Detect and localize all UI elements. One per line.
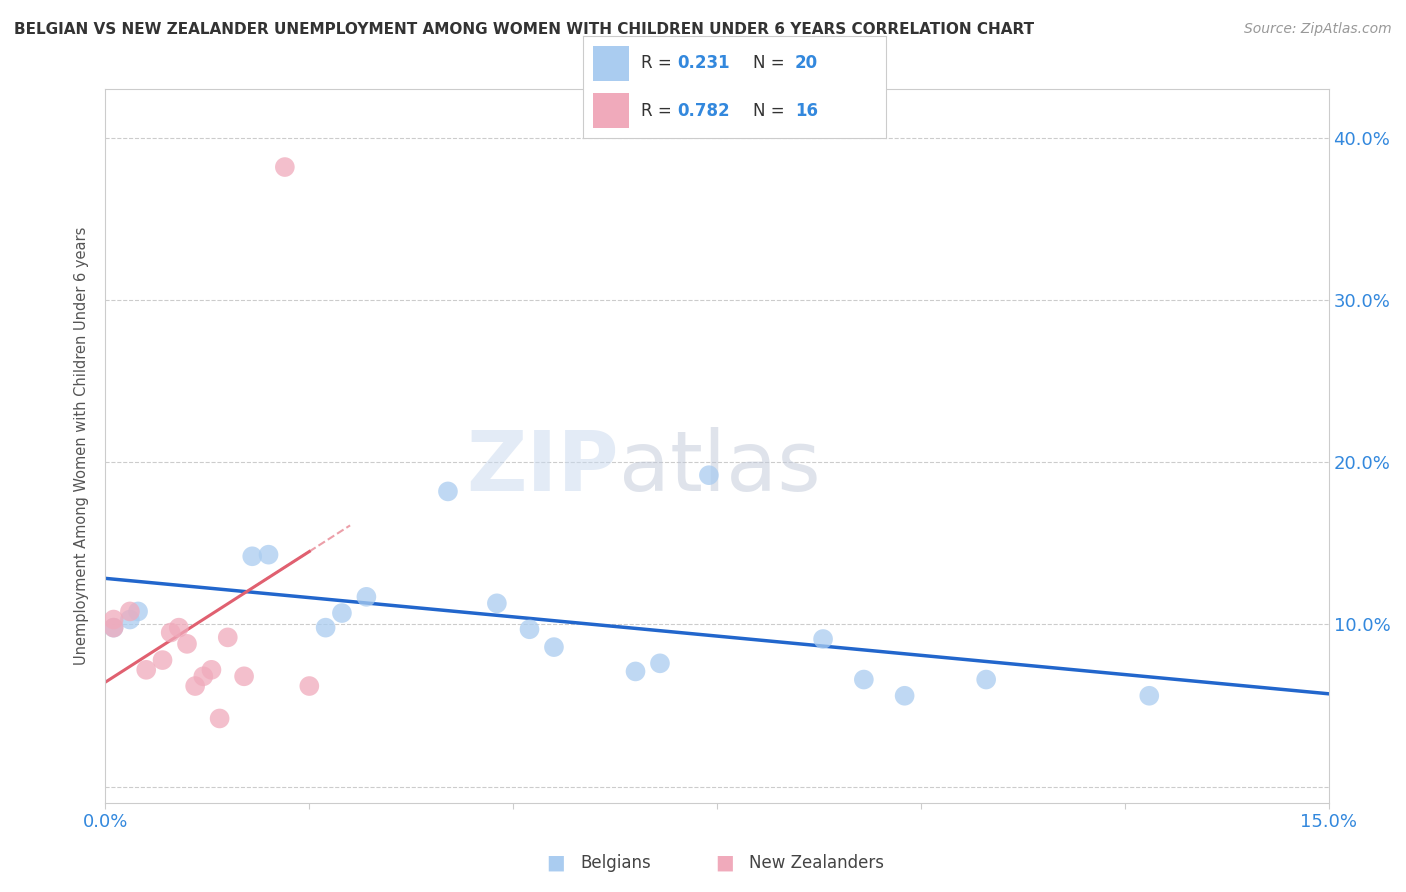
Text: ZIP: ZIP: [467, 427, 619, 508]
Point: [127, 604, 149, 618]
Point: [298, 679, 321, 693]
Point: [152, 653, 174, 667]
Point: [893, 689, 915, 703]
Point: [257, 548, 280, 562]
Bar: [592, 45, 628, 81]
Point: [184, 679, 207, 693]
Text: New Zealanders: New Zealanders: [749, 855, 884, 872]
Point: [103, 621, 125, 635]
Point: [103, 621, 125, 635]
Text: N =: N =: [752, 54, 790, 72]
Point: [648, 657, 671, 671]
Point: [330, 606, 353, 620]
Point: [315, 621, 337, 635]
Point: [103, 613, 125, 627]
Point: [437, 484, 460, 499]
Text: R =: R =: [641, 54, 676, 72]
Text: ▪: ▪: [714, 849, 734, 878]
Point: [167, 621, 190, 635]
Text: Belgians: Belgians: [581, 855, 651, 872]
Point: [519, 622, 541, 636]
Point: [543, 640, 565, 654]
Bar: [592, 93, 628, 128]
Point: [485, 596, 508, 610]
Text: 16: 16: [796, 102, 818, 120]
Text: R =: R =: [641, 102, 676, 120]
Point: [200, 663, 222, 677]
Point: [624, 665, 647, 679]
Point: [118, 604, 141, 618]
Point: [974, 673, 997, 687]
Point: [208, 711, 231, 725]
Text: atlas: atlas: [619, 427, 821, 508]
Point: [233, 669, 256, 683]
Point: [240, 549, 263, 564]
Text: ▪: ▪: [546, 849, 565, 878]
Text: 0.782: 0.782: [678, 102, 730, 120]
Text: Source: ZipAtlas.com: Source: ZipAtlas.com: [1244, 22, 1392, 37]
Point: [811, 632, 834, 646]
Point: [159, 625, 181, 640]
Point: [217, 631, 239, 645]
Point: [356, 590, 378, 604]
Point: [176, 637, 198, 651]
Point: [697, 468, 720, 483]
Point: [118, 613, 141, 627]
Text: 0.231: 0.231: [678, 54, 730, 72]
Point: [852, 673, 875, 687]
Point: [1137, 689, 1160, 703]
Text: 20: 20: [796, 54, 818, 72]
Text: N =: N =: [752, 102, 790, 120]
Text: BELGIAN VS NEW ZEALANDER UNEMPLOYMENT AMONG WOMEN WITH CHILDREN UNDER 6 YEARS CO: BELGIAN VS NEW ZEALANDER UNEMPLOYMENT AM…: [14, 22, 1035, 37]
Y-axis label: Unemployment Among Women with Children Under 6 years: Unemployment Among Women with Children U…: [75, 227, 90, 665]
Point: [135, 663, 157, 677]
Point: [274, 160, 297, 174]
Point: [193, 669, 215, 683]
